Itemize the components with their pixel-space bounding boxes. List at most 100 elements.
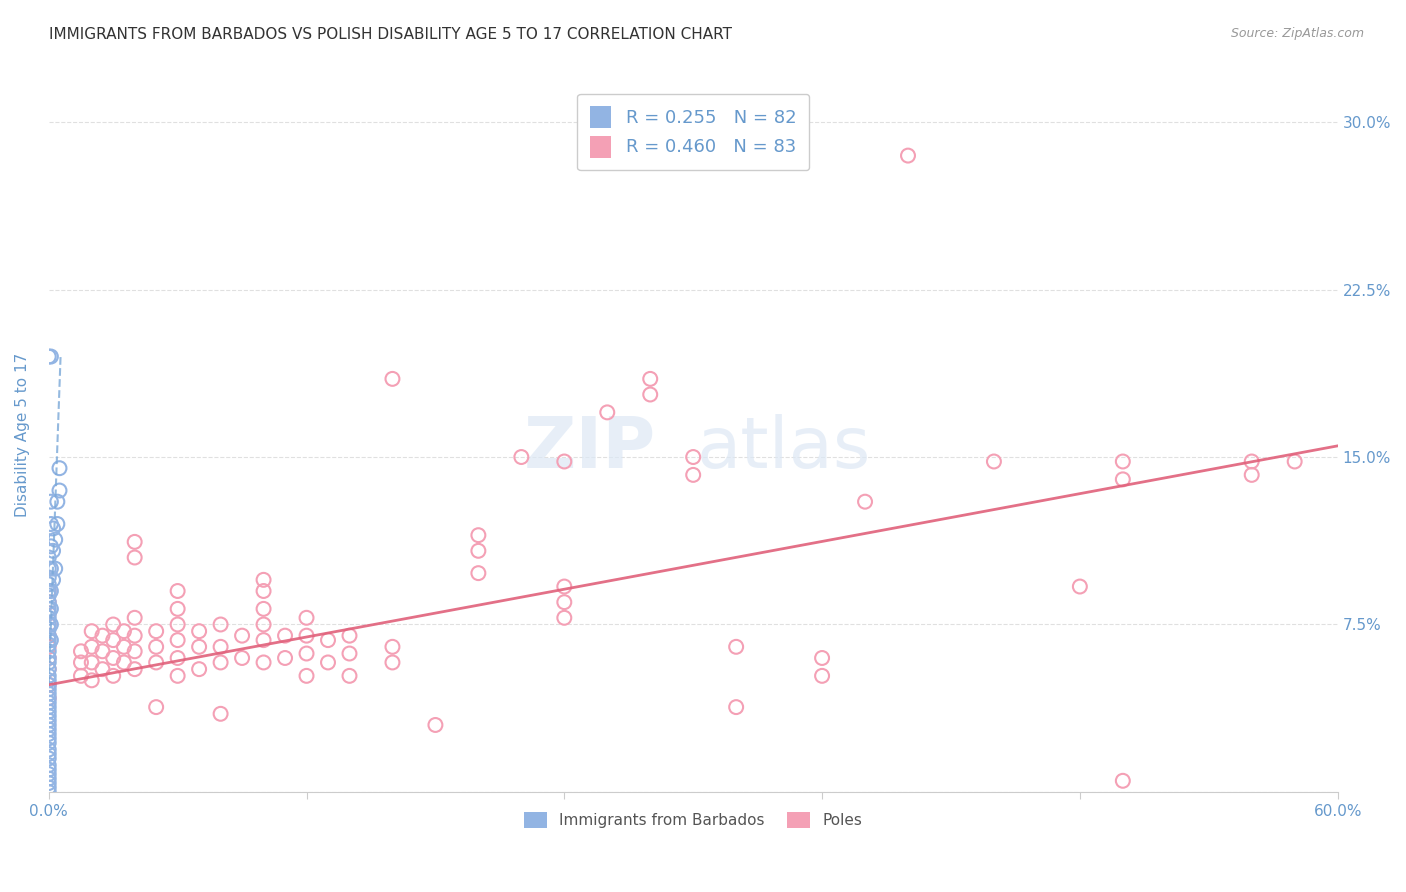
Point bbox=[38, 673, 60, 688]
Point bbox=[38, 562, 60, 576]
Point bbox=[48, 461, 70, 475]
Point bbox=[38, 595, 60, 609]
Point bbox=[42, 543, 65, 558]
Point bbox=[112, 640, 135, 654]
Point bbox=[166, 602, 188, 616]
Point bbox=[811, 669, 834, 683]
Point bbox=[39, 602, 62, 616]
Text: Source: ZipAtlas.com: Source: ZipAtlas.com bbox=[1230, 27, 1364, 40]
Point bbox=[682, 467, 704, 482]
Point bbox=[145, 656, 167, 670]
Point bbox=[38, 682, 60, 697]
Point bbox=[38, 607, 60, 621]
Point bbox=[124, 611, 146, 625]
Point bbox=[124, 662, 146, 676]
Point bbox=[467, 543, 489, 558]
Point bbox=[252, 633, 274, 648]
Point bbox=[252, 573, 274, 587]
Point bbox=[166, 617, 188, 632]
Text: ZIP: ZIP bbox=[524, 415, 657, 483]
Point bbox=[103, 669, 125, 683]
Point bbox=[38, 742, 60, 756]
Point bbox=[231, 629, 253, 643]
Point bbox=[39, 617, 62, 632]
Point bbox=[725, 700, 748, 714]
Point bbox=[38, 617, 60, 632]
Point bbox=[38, 629, 60, 643]
Point bbox=[80, 656, 103, 670]
Point bbox=[811, 651, 834, 665]
Point bbox=[39, 516, 62, 531]
Legend: Immigrants from Barbados, Poles: Immigrants from Barbados, Poles bbox=[517, 806, 869, 834]
Point bbox=[38, 678, 60, 692]
Point bbox=[48, 483, 70, 498]
Point bbox=[38, 763, 60, 777]
Point bbox=[553, 454, 575, 468]
Point bbox=[145, 700, 167, 714]
Point bbox=[274, 651, 297, 665]
Point bbox=[188, 662, 211, 676]
Point bbox=[209, 706, 232, 721]
Point bbox=[1112, 472, 1135, 486]
Point bbox=[112, 624, 135, 639]
Point bbox=[381, 372, 404, 386]
Point bbox=[44, 533, 66, 547]
Point bbox=[38, 751, 60, 765]
Point bbox=[38, 602, 60, 616]
Point bbox=[38, 584, 60, 599]
Point bbox=[38, 662, 60, 676]
Point bbox=[38, 772, 60, 786]
Point bbox=[39, 562, 62, 576]
Point bbox=[38, 651, 60, 665]
Point bbox=[38, 622, 60, 636]
Point bbox=[1112, 773, 1135, 788]
Point bbox=[80, 640, 103, 654]
Point bbox=[252, 602, 274, 616]
Point bbox=[38, 651, 60, 665]
Point bbox=[38, 736, 60, 750]
Point bbox=[38, 589, 60, 603]
Point bbox=[38, 731, 60, 746]
Point bbox=[188, 624, 211, 639]
Point bbox=[38, 607, 60, 621]
Point bbox=[91, 629, 114, 643]
Point bbox=[103, 633, 125, 648]
Point bbox=[38, 640, 60, 654]
Point bbox=[38, 723, 60, 737]
Point bbox=[252, 584, 274, 599]
Point bbox=[38, 656, 60, 670]
Point bbox=[38, 691, 60, 706]
Point bbox=[209, 656, 232, 670]
Point bbox=[91, 662, 114, 676]
Point bbox=[638, 372, 661, 386]
Point bbox=[553, 611, 575, 625]
Point bbox=[725, 640, 748, 654]
Point bbox=[38, 709, 60, 723]
Point bbox=[274, 629, 297, 643]
Point bbox=[145, 624, 167, 639]
Text: IMMIGRANTS FROM BARBADOS VS POLISH DISABILITY AGE 5 TO 17 CORRELATION CHART: IMMIGRANTS FROM BARBADOS VS POLISH DISAB… bbox=[49, 27, 733, 42]
Point bbox=[80, 673, 103, 688]
Point bbox=[209, 640, 232, 654]
Point bbox=[166, 669, 188, 683]
Point bbox=[38, 696, 60, 710]
Point bbox=[339, 647, 361, 661]
Point bbox=[38, 629, 60, 643]
Point bbox=[1284, 454, 1306, 468]
Point bbox=[339, 669, 361, 683]
Point bbox=[39, 584, 62, 599]
Y-axis label: Disability Age 5 to 17: Disability Age 5 to 17 bbox=[15, 352, 30, 516]
Point bbox=[209, 617, 232, 632]
Point bbox=[252, 656, 274, 670]
Point bbox=[38, 595, 60, 609]
Point bbox=[38, 700, 60, 714]
Point bbox=[38, 584, 60, 599]
Point bbox=[897, 148, 920, 162]
Point bbox=[38, 577, 60, 591]
Point bbox=[425, 718, 447, 732]
Point bbox=[510, 450, 533, 464]
Point bbox=[38, 705, 60, 719]
Point bbox=[682, 450, 704, 464]
Point bbox=[38, 617, 60, 632]
Point bbox=[80, 624, 103, 639]
